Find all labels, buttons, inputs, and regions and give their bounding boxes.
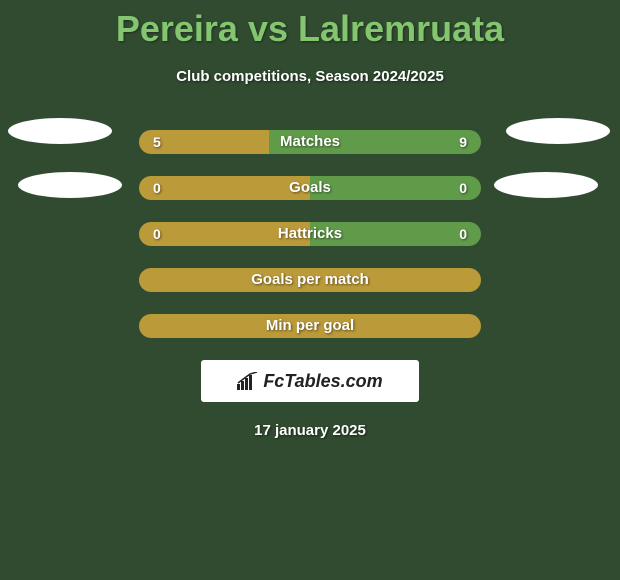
decorative-ellipse — [494, 172, 598, 198]
date-text: 17 january 2025 — [0, 422, 620, 439]
stat-value-right: 0 — [459, 176, 467, 200]
stat-value-right: 9 — [459, 130, 467, 154]
stat-row: Matches5 9 — [139, 130, 481, 154]
stat-value-left: 0 — [153, 176, 161, 200]
comparison-panel: Pereira vs Lalremruata Club competitions… — [0, 0, 620, 580]
title-player-right: Lalremruata — [298, 8, 504, 49]
stat-label: Matches — [139, 130, 481, 154]
stat-row: Goals0 0 — [139, 176, 481, 200]
stat-value-left: 0 — [153, 222, 161, 246]
stat-value-right: 0 — [459, 222, 467, 246]
stat-value-left: 5 — [153, 130, 161, 154]
logo-chart-icon — [237, 372, 259, 390]
stat-label: Goals per match — [139, 268, 481, 292]
logo-text: FcTables.com — [263, 371, 382, 392]
decorative-ellipse — [8, 118, 112, 144]
logo-badge: FcTables.com — [201, 360, 419, 402]
decorative-ellipse — [18, 172, 122, 198]
stat-row: Min per goal — [139, 314, 481, 338]
decorative-ellipse — [506, 118, 610, 144]
stat-row: Goals per match — [139, 268, 481, 292]
title-vs: vs — [248, 8, 288, 49]
stat-label: Goals — [139, 176, 481, 200]
title-player-left: Pereira — [116, 8, 238, 49]
stats-area: Matches59Goals00Hattricks00Goals per mat… — [0, 130, 620, 439]
subtitle: Club competitions, Season 2024/2025 — [0, 68, 620, 85]
stat-label: Min per goal — [139, 314, 481, 338]
stat-label: Hattricks — [139, 222, 481, 246]
stat-row: Hattricks0 0 — [139, 222, 481, 246]
page-title: Pereira vs Lalremruata — [0, 0, 620, 50]
